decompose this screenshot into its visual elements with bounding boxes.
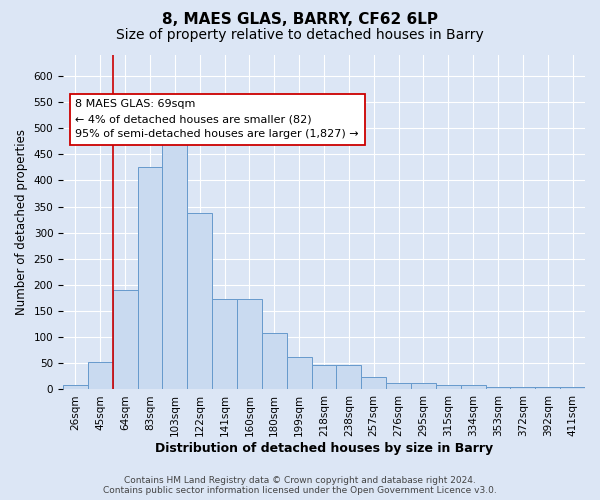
Text: 8 MAES GLAS: 69sqm
← 4% of detached houses are smaller (82)
95% of semi-detached: 8 MAES GLAS: 69sqm ← 4% of detached hous…: [76, 100, 359, 139]
Bar: [88, 362, 113, 390]
Bar: [163, 141, 187, 390]
Bar: [311, 365, 337, 390]
Bar: [560, 387, 585, 390]
Bar: [237, 299, 262, 390]
Text: Size of property relative to detached houses in Barry: Size of property relative to detached ho…: [116, 28, 484, 42]
Text: Contains HM Land Registry data © Crown copyright and database right 2024.
Contai: Contains HM Land Registry data © Crown c…: [103, 476, 497, 495]
Bar: [137, 168, 163, 390]
Bar: [386, 383, 411, 390]
X-axis label: Distribution of detached houses by size in Barry: Distribution of detached houses by size …: [155, 442, 493, 455]
Bar: [63, 386, 88, 390]
Y-axis label: Number of detached properties: Number of detached properties: [15, 129, 28, 315]
Bar: [287, 357, 311, 390]
Bar: [361, 378, 386, 390]
Bar: [485, 387, 511, 390]
Bar: [262, 333, 287, 390]
Bar: [113, 290, 137, 390]
Bar: [187, 213, 212, 390]
Bar: [337, 365, 361, 390]
Bar: [212, 299, 237, 390]
Text: 8, MAES GLAS, BARRY, CF62 6LP: 8, MAES GLAS, BARRY, CF62 6LP: [162, 12, 438, 28]
Bar: [535, 387, 560, 390]
Bar: [411, 383, 436, 390]
Bar: [436, 386, 461, 390]
Bar: [461, 386, 485, 390]
Bar: [511, 387, 535, 390]
